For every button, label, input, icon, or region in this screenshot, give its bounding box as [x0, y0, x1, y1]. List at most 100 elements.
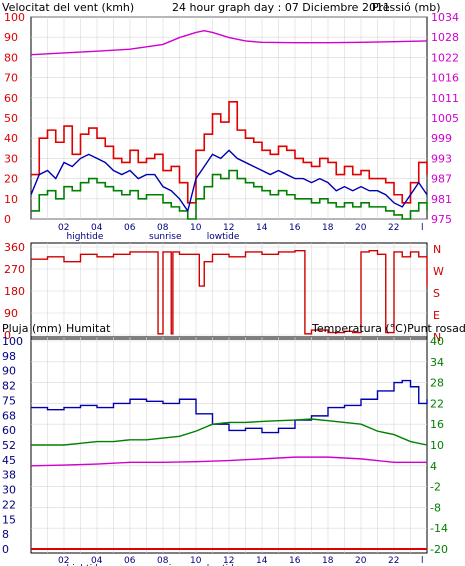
- series-wind-direction: [31, 249, 428, 335]
- humidity-tick-label: 68: [2, 409, 16, 422]
- humidity-tick-label: 45: [2, 454, 16, 467]
- compass-label: N: [433, 331, 441, 344]
- pressure-tick-label: 975: [431, 213, 452, 226]
- temperature-tick-label: -2: [430, 481, 441, 494]
- wind-axis-title: Velocitat del vent (kmh): [2, 1, 134, 14]
- series-pressure: [30, 29, 428, 56]
- direction-tick-label: 360: [4, 241, 25, 254]
- temperature-tick-label: -14: [430, 522, 448, 535]
- humidity-axis-title: Humitat: [66, 322, 111, 335]
- pressure-tick-label: 987: [431, 173, 452, 186]
- hour-tick-label: 16: [289, 223, 301, 233]
- direction-tick-label: 0: [4, 329, 11, 342]
- wind-tick-label: 10: [4, 193, 18, 206]
- humidity-tick-label: 15: [2, 513, 16, 526]
- hour-tick-label: 12: [223, 556, 234, 566]
- hour-tick-label: 14: [256, 556, 268, 566]
- temperature-tick-label: -8: [430, 501, 441, 514]
- direction-tick-label: 270: [4, 263, 25, 276]
- event-label: hightide: [67, 232, 104, 242]
- pressure-axis-title: Pressió (mb): [372, 1, 441, 14]
- hour-tick-label: 22: [388, 223, 399, 233]
- wind-tick-label: 90: [4, 31, 18, 44]
- temperature-tick-label: 40: [430, 335, 444, 348]
- wind-tick-label: 30: [4, 152, 18, 165]
- pressure-tick-label: 1016: [431, 72, 459, 85]
- hour-tick-label: 04: [91, 223, 103, 233]
- hour-tick-label: l: [421, 223, 424, 233]
- hour-tick-label: 16: [289, 556, 301, 566]
- wind-tick-label: 20: [4, 173, 18, 186]
- wind-tick-label: 50: [4, 112, 18, 125]
- hour-tick-label: 22: [388, 556, 399, 566]
- series-temperature: [31, 418, 428, 446]
- wind-tick-label: 80: [4, 51, 18, 64]
- hour-tick-label: 10: [190, 223, 202, 233]
- temperature-tick-label: 16: [430, 418, 444, 431]
- temperature-tick-label: -20: [430, 543, 448, 556]
- hour-tick-label: 06: [124, 223, 136, 233]
- wind-tick-label: 100: [4, 11, 25, 24]
- humidity-tick-label: 60: [2, 424, 16, 437]
- compass-label: N: [433, 243, 441, 256]
- hour-tick-label: 02: [58, 223, 69, 233]
- hour-tick-label: 18: [322, 556, 334, 566]
- hour-tick-label: l: [421, 556, 424, 566]
- pressure-tick-label: 1022: [431, 51, 459, 64]
- temperature-tick-label: 4: [430, 460, 437, 473]
- pressure-tick-label: 1028: [431, 31, 459, 44]
- direction-tick-label: 90: [4, 307, 18, 320]
- series-humidity: [31, 379, 428, 434]
- event-label: hightide: [67, 564, 104, 566]
- direction-tick-label: 180: [4, 285, 25, 298]
- pressure-tick-label: 999: [431, 132, 452, 145]
- humidity-tick-label: 90: [2, 365, 16, 378]
- event-label: sunrise: [149, 564, 182, 566]
- compass-label: S: [433, 287, 440, 300]
- wind-tick-label: 0: [4, 213, 11, 226]
- humidity-tick-label: 8: [2, 528, 9, 541]
- series-wind-average: [30, 149, 428, 213]
- wind-tick-label: 40: [4, 132, 18, 145]
- temperature-tick-label: 10: [430, 439, 444, 452]
- hour-tick-label: 02: [58, 556, 69, 566]
- humidity-tick-label: 52: [2, 439, 16, 452]
- rain-axis-title: Pluja (mm): [2, 322, 62, 335]
- event-label: sunrise: [149, 232, 182, 242]
- event-label: lowtide: [207, 232, 240, 242]
- temperature-tick-label: 34: [430, 356, 444, 369]
- hour-tick-label: 06: [124, 556, 136, 566]
- humidity-tick-label: 75: [2, 394, 16, 407]
- hour-tick-label: 08: [157, 223, 169, 233]
- wind-tick-label: 70: [4, 72, 18, 85]
- wind-tick-label: 60: [4, 92, 18, 105]
- pressure-tick-label: 1011: [431, 92, 459, 105]
- hour-tick-label: 18: [322, 223, 334, 233]
- pressure-tick-label: 1034: [431, 11, 459, 24]
- hour-tick-label: 20: [355, 556, 367, 566]
- humidity-tick-label: 38: [2, 469, 16, 482]
- series-dew-point: [30, 456, 427, 467]
- hour-tick-label: 08: [157, 556, 169, 566]
- hour-tick-label: 12: [223, 223, 234, 233]
- chart-title: 24 hour graph day : 07 Diciembre 2011: [172, 1, 390, 14]
- hour-tick-label: 20: [355, 223, 367, 233]
- temperature-tick-label: 28: [430, 377, 444, 390]
- hour-tick-label: 14: [256, 223, 268, 233]
- compass-label: W: [433, 265, 444, 278]
- temperature-tick-label: 22: [430, 397, 444, 410]
- series-wind-low: [31, 169, 428, 220]
- humidity-tick-label: 30: [2, 484, 16, 497]
- humidity-tick-label: 98: [2, 350, 16, 363]
- pressure-tick-label: 981: [431, 193, 452, 206]
- humidity-tick-label: 22: [2, 498, 16, 511]
- event-label: lowtide: [207, 564, 240, 566]
- hour-tick-label: 10: [190, 556, 202, 566]
- temperature-axis-title: Temperatura (°C)Punt rosada: [311, 322, 465, 335]
- humidity-tick-label: 82: [2, 380, 16, 393]
- series-wind-gust: [31, 101, 428, 204]
- humidity-tick-label: 0: [2, 543, 9, 556]
- pressure-tick-label: 1005: [431, 112, 459, 125]
